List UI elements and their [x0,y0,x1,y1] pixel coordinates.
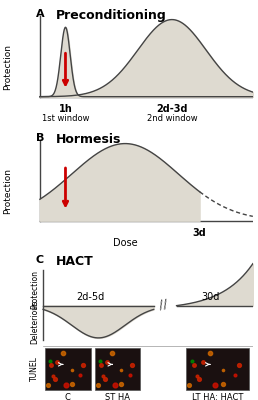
Text: LT HA: HACT: LT HA: HACT [192,394,243,400]
Text: 30d: 30d [202,292,220,302]
Text: HACT: HACT [55,256,93,268]
Text: 3d: 3d [193,228,206,238]
Text: 2d-5d: 2d-5d [77,292,105,302]
Bar [186,348,249,390]
Bar [95,348,140,390]
Text: 1h: 1h [59,104,72,114]
Text: TUNEL: TUNEL [30,356,39,381]
Text: Protection: Protection [3,44,12,90]
Text: ST HA: ST HA [105,394,130,400]
Text: Preconditioning: Preconditioning [55,9,166,22]
Text: A: A [36,9,44,19]
Text: B: B [36,133,44,143]
Text: //: // [158,297,168,311]
Text: C: C [36,256,44,266]
Text: Dose: Dose [113,238,138,248]
Text: Protection: Protection [3,168,12,214]
Text: 2d-3d: 2d-3d [156,104,188,114]
Text: Hormesis: Hormesis [55,133,121,146]
Bar [45,348,91,390]
Text: C: C [65,394,71,400]
Text: Deleterious: Deleterious [30,300,39,344]
Text: 2nd window: 2nd window [147,114,197,123]
Text: 1st window: 1st window [42,114,89,123]
Text: Protection: Protection [30,270,39,309]
